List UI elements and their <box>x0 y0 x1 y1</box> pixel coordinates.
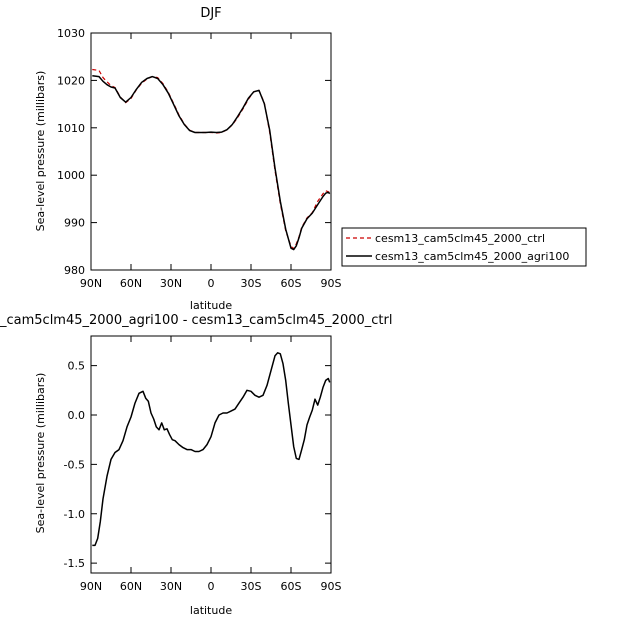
top-y-tick-label-3: 1010 <box>57 122 85 135</box>
top-x-tick-label-3: 0 <box>208 277 215 290</box>
bottom-x-tick-label-4: 30S <box>241 580 262 593</box>
bottom-y-tick-label-1: -1.0 <box>64 508 85 521</box>
top-series-line-0 <box>92 68 331 250</box>
top-y-tick-label-5: 1030 <box>57 27 85 40</box>
top-x-tick-label-2: 30N <box>160 277 182 290</box>
top-y-ticks: 980 990 1000 1010 1020 1030 <box>57 27 331 277</box>
legend-label-agri100: cesm13_cam5clm45_2000_agri100 <box>375 250 569 263</box>
bottom-y-tick-label-2: -0.5 <box>64 458 85 471</box>
top-chart-title: DJF <box>200 6 221 21</box>
bottom-x-axis-label: latitude <box>190 604 232 617</box>
top-y-tick-label-0: 980 <box>64 264 85 277</box>
top-series-lines <box>92 68 331 251</box>
bottom-x-ticks: 90N 60N 30N 0 30S 60S 90S <box>80 336 342 593</box>
bottom-y-tick-label-3: 0.0 <box>68 409 86 422</box>
bottom-chart-title: _cam5clm45_2000_agri100 - cesm13_cam5clm… <box>0 313 392 328</box>
bottom-series-line-0 <box>92 352 331 547</box>
bottom-panel: _cam5clm45_2000_agri100 - cesm13_cam5clm… <box>0 313 392 617</box>
top-x-axis-label: latitude <box>190 299 232 312</box>
bottom-x-tick-label-1: 60N <box>120 580 142 593</box>
top-x-tick-label-5: 60S <box>281 277 302 290</box>
top-x-ticks: 90N 60N 30N 0 30S 60S 90S <box>80 33 342 290</box>
bottom-plot-frame <box>90 335 332 574</box>
bottom-x-tick-label-0: 90N <box>80 580 102 593</box>
bottom-x-tick-label-2: 30N <box>160 580 182 593</box>
bottom-x-tick-label-6: 90S <box>321 580 342 593</box>
top-y-tick-label-4: 1020 <box>57 74 85 87</box>
top-y-axis-label: Sea-level pressure (millibars) <box>34 71 47 232</box>
bottom-series-lines <box>92 352 331 547</box>
bottom-y-axis-label: Sea-level pressure (millibars) <box>34 373 47 534</box>
top-x-tick-label-6: 90S <box>321 277 342 290</box>
top-y-tick-label-2: 1000 <box>57 169 85 182</box>
top-plot-frame <box>90 32 332 271</box>
bottom-y-tick-label-0: -1.5 <box>64 557 85 570</box>
top-x-tick-label-1: 60N <box>120 277 142 290</box>
legend-label-ctrl: cesm13_cam5clm45_2000_ctrl <box>375 232 545 245</box>
bottom-y-ticks: -1.5 -1.0 -0.5 0.0 0.5 <box>64 360 331 570</box>
legend-box <box>341 227 587 267</box>
top-x-tick-label-0: 90N <box>80 277 102 290</box>
top-series-line-1 <box>92 74 331 251</box>
top-panel: DJF Sea-level pressure (millibars) latit… <box>34 6 342 312</box>
top-y-tick-label-1: 990 <box>64 217 85 230</box>
bottom-y-tick-label-4: 0.5 <box>68 360 86 373</box>
legend: cesm13_cam5clm45_2000_ctrl cesm13_cam5cl… <box>341 227 587 267</box>
bottom-x-tick-label-5: 60S <box>281 580 302 593</box>
top-x-tick-label-4: 30S <box>241 277 262 290</box>
bottom-x-tick-label-3: 0 <box>208 580 215 593</box>
